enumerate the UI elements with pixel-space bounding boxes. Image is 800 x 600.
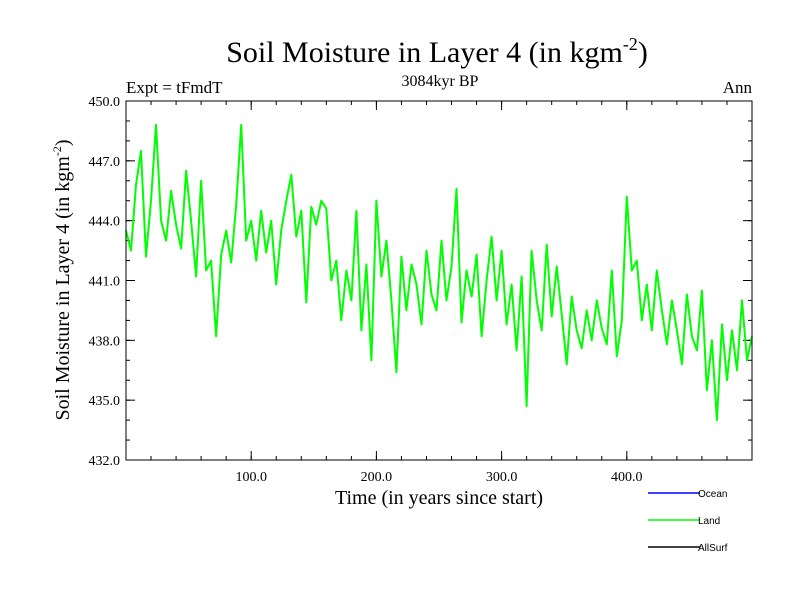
y-tick-label: 432.0 bbox=[89, 454, 121, 469]
legend-allsurf-label: AllSurf bbox=[698, 543, 728, 554]
x-tick-label: 100.0 bbox=[235, 470, 267, 485]
x-tick-label: 200.0 bbox=[361, 470, 393, 485]
y-tick-label: 447.0 bbox=[89, 155, 121, 170]
y-tick-label: 450.0 bbox=[89, 95, 121, 110]
y-tick-label: 441.0 bbox=[89, 275, 121, 290]
y-axis-label: Soil Moisture in Layer 4 (in kgm-2) bbox=[50, 139, 74, 420]
y-tick-label: 444.0 bbox=[89, 215, 121, 230]
experiment-label: Expt = tFmdT bbox=[126, 78, 223, 97]
plot-frame bbox=[125, 100, 753, 461]
y-tick-label: 438.0 bbox=[89, 334, 121, 349]
chart-subtitle: 3084kyr BP bbox=[402, 73, 479, 90]
x-tick-label: 400.0 bbox=[611, 470, 643, 485]
chart-title: Soil Moisture in Layer 4 (in kgm-2) bbox=[226, 34, 648, 69]
legend: Ocean Land AllSurf bbox=[648, 489, 728, 554]
x-tick-label: 300.0 bbox=[486, 470, 518, 485]
y-axis-ticks: 432.0 435.0 438.0 441.0 444.0 447.0 450.0 bbox=[89, 95, 752, 469]
legend-ocean-label: Ocean bbox=[698, 489, 727, 500]
season-label: Ann bbox=[723, 78, 753, 97]
x-axis-ticks: 100.0 200.0 300.0 400.0 bbox=[150, 101, 728, 485]
x-axis-label: Time (in years since start) bbox=[335, 487, 543, 509]
land-series-line bbox=[125, 123, 753, 422]
legend-land-label: Land bbox=[698, 516, 720, 527]
y-tick-label: 435.0 bbox=[89, 394, 121, 409]
